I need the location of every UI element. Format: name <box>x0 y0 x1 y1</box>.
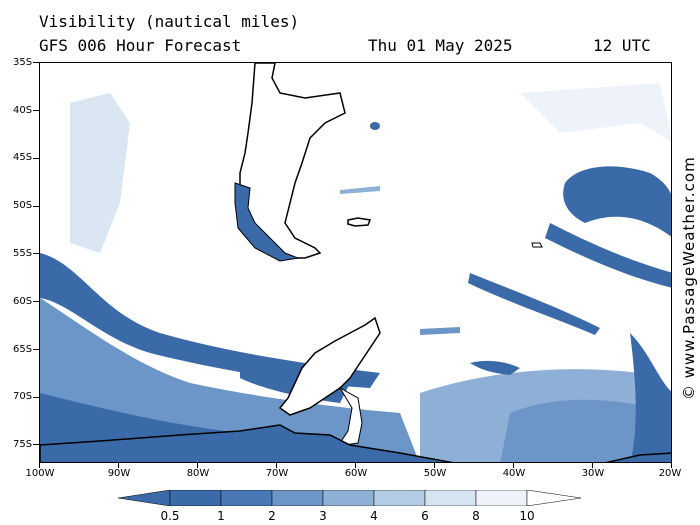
patch-1 <box>370 122 380 130</box>
lat-tick <box>33 301 39 302</box>
low-vis-streak <box>468 273 600 335</box>
lat-label-40s: 40S <box>13 105 33 116</box>
lon-tick <box>355 463 356 468</box>
low-vis-swirl-tail <box>545 223 671 288</box>
south-georgia <box>531 242 543 248</box>
lat-tick <box>33 444 39 445</box>
model-label: GFS 006 Hour Forecast <box>39 36 242 55</box>
low-vis-swirl <box>563 166 671 237</box>
lat-label-35s: 35S <box>13 57 33 68</box>
forecast-date: Thu 01 May 2025 <box>368 36 513 55</box>
colorbar-arrow-low <box>118 490 171 506</box>
mid-vis-southeast-2 <box>500 399 671 462</box>
lat-label-65s: 65S <box>13 344 33 355</box>
colorbar <box>118 490 582 506</box>
lon-label-60w: 60W <box>344 468 368 479</box>
lat-tick <box>33 349 39 350</box>
copyright-text: © www.PassageWeather.com <box>680 156 698 400</box>
colorbar-bin <box>322 490 375 506</box>
lat-label-45s: 45S <box>13 152 33 163</box>
lat-tick <box>33 158 39 159</box>
chile-fjords <box>234 182 300 262</box>
lon-label-20w: 20W <box>658 468 682 479</box>
lon-label-30w: 30W <box>581 468 605 479</box>
lon-label-80w: 80W <box>186 468 210 479</box>
lat-label-70s: 70S <box>13 391 33 402</box>
colorbar-arrow-high <box>526 490 582 506</box>
lon-tick <box>513 463 514 468</box>
colorbar-bin <box>220 490 273 506</box>
lat-tick <box>33 110 39 111</box>
lat-tick <box>33 62 39 63</box>
lon-tick <box>39 463 40 468</box>
lat-label-60s: 60S <box>13 296 33 307</box>
lat-tick <box>33 253 39 254</box>
lon-label-50w: 50W <box>423 468 447 479</box>
antarctica-coast-east <box>605 452 671 462</box>
map-canvas <box>40 63 671 462</box>
colorbar-bin <box>373 490 426 506</box>
antarctic-peninsula <box>278 316 381 416</box>
south-america-coast <box>239 63 346 259</box>
lon-label-90w: 90W <box>107 468 131 479</box>
colorbar-label: 4 <box>370 509 378 523</box>
lon-tick <box>276 463 277 468</box>
colorbar-bin <box>424 490 477 506</box>
haze-northeast <box>520 83 671 142</box>
lat-tick <box>33 206 39 207</box>
colorbar-label: 2 <box>268 509 276 523</box>
lat-label-75s: 75S <box>13 439 33 450</box>
colorbar-label: 1 <box>217 509 225 523</box>
patch-2 <box>340 186 380 194</box>
lat-tick <box>33 397 39 398</box>
visibility-map <box>39 62 672 463</box>
lat-label-50s: 50S <box>13 200 33 211</box>
colorbar-label: 0.5 <box>160 509 180 523</box>
low-vis-east-edge <box>630 333 671 462</box>
colorbar-label: 8 <box>472 509 480 523</box>
patch-4 <box>420 327 460 335</box>
lon-tick <box>671 463 672 468</box>
lon-tick <box>118 463 119 468</box>
lon-label-100w: 100W <box>25 468 55 479</box>
colorbar-bin <box>475 490 528 506</box>
colorbar-label: 3 <box>319 509 327 523</box>
lon-tick <box>434 463 435 468</box>
lon-label-40w: 40W <box>502 468 526 479</box>
lat-label-55s: 55S <box>13 248 33 259</box>
colorbar-bin <box>271 490 324 506</box>
colorbar-bin <box>169 490 222 506</box>
forecast-time: 12 UTC <box>593 36 651 55</box>
lon-label-70w: 70W <box>265 468 289 479</box>
colorbar-label: 6 <box>421 509 429 523</box>
antarctica-coast <box>40 424 454 462</box>
colorbar-label: 10 <box>519 509 535 523</box>
haze-west <box>70 93 130 253</box>
falklands <box>347 217 372 227</box>
map-title: Visibility (nautical miles) <box>39 12 300 31</box>
lon-tick <box>197 463 198 468</box>
patch-3 <box>470 360 520 375</box>
lon-tick <box>592 463 593 468</box>
